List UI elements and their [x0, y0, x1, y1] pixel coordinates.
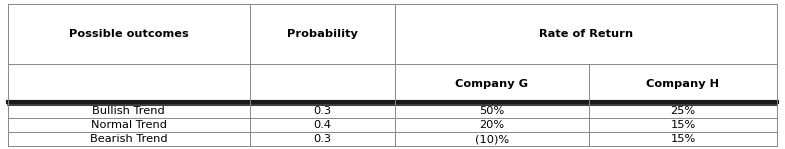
Text: 50%: 50%: [479, 106, 505, 116]
Text: 15%: 15%: [670, 134, 696, 144]
Text: Possible outcomes: Possible outcomes: [69, 29, 188, 39]
Text: Bearish Trend: Bearish Trend: [90, 134, 167, 144]
Text: Company G: Company G: [455, 79, 528, 89]
Text: Company H: Company H: [647, 79, 719, 89]
Text: Rate of Return: Rate of Return: [539, 29, 633, 39]
Text: 0.3: 0.3: [313, 106, 331, 116]
Text: 0.3: 0.3: [313, 134, 331, 144]
Text: (10)%: (10)%: [475, 134, 509, 144]
Text: 0.4: 0.4: [313, 120, 331, 130]
Text: 20%: 20%: [479, 120, 505, 130]
Text: 15%: 15%: [670, 120, 696, 130]
Text: Normal Trend: Normal Trend: [91, 120, 166, 130]
Text: 25%: 25%: [670, 106, 696, 116]
Text: Bullish Trend: Bullish Trend: [93, 106, 165, 116]
Text: Probability: Probability: [287, 29, 358, 39]
